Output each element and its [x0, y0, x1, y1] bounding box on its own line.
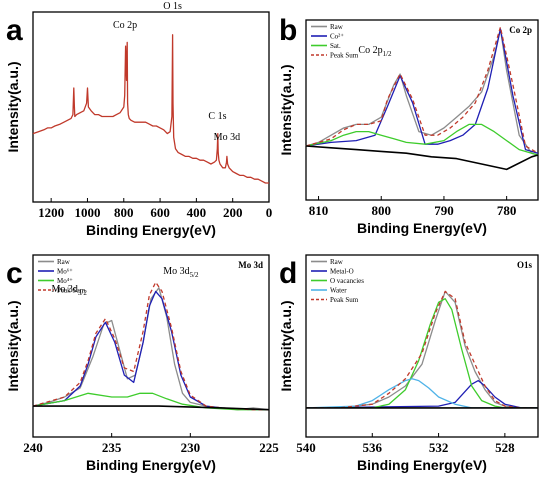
- peak-annotation: O 1s: [163, 1, 182, 12]
- x-tick-label: 540: [296, 440, 316, 455]
- series-line-raw: [32, 287, 270, 411]
- legend-label: Metal-O: [330, 268, 354, 276]
- panel-c: c 240 235 230 225 Binding Energy(eV) Intensity…: [5, 254, 279, 473]
- series-line-raw: [305, 28, 539, 156]
- x-tick-label: 200: [223, 205, 243, 220]
- y-axis-label: Intensity(a.u.): [5, 300, 21, 391]
- x-tick-label: 600: [150, 205, 170, 220]
- x-tick-label: 225: [259, 440, 279, 455]
- series-line-o-vacancies: [306, 298, 538, 409]
- legend-label: Raw: [57, 258, 71, 266]
- x-tick-label: 800: [114, 205, 134, 220]
- series-line-peak-sum: [306, 290, 538, 409]
- panel-letter: c: [6, 257, 23, 290]
- panel-letter: a: [6, 14, 23, 47]
- series-line-mo: [32, 392, 269, 411]
- panel-title: O1s: [517, 260, 533, 270]
- x-tick-label: 528: [495, 440, 515, 455]
- x-tick-label: 230: [181, 440, 201, 455]
- legend-label: Peak Sum: [330, 52, 359, 60]
- background-line: [33, 405, 270, 411]
- annotation-subscript: 1/2: [383, 50, 392, 58]
- panel-d: d 540 536 532 528 Binding Energy(eV) Intensity…: [278, 254, 539, 473]
- x-axis-label: Binding Energy(eV): [86, 457, 216, 473]
- x-tick-label: 1200: [38, 205, 64, 220]
- series-line-raw: [306, 290, 538, 409]
- legend-label: Mo⁶⁺: [57, 268, 73, 276]
- panel-title: Mo 3d: [238, 260, 263, 270]
- x-tick-label: 790: [434, 203, 454, 218]
- panel-b: b 810 800 790 780 Binding Energy(eV) Intensity…: [278, 14, 539, 236]
- x-axis-label: Binding Energy(eV): [86, 222, 216, 238]
- panel-title: Co 2p: [509, 25, 532, 35]
- plot-frame: [32, 254, 270, 438]
- x-tick-label: 532: [429, 440, 449, 455]
- series-line-metal-o: [305, 379, 538, 409]
- peak-annotation: Mo 3d: [214, 132, 240, 143]
- series-line-peak-sum: [32, 281, 269, 411]
- series-line-mo: [32, 290, 269, 411]
- x-tick-label: 800: [371, 203, 391, 218]
- series-line-sat: [305, 123, 539, 156]
- x-tick-label: 240: [23, 440, 43, 455]
- series-line-peak-sum: [305, 26, 539, 154]
- peak-annotation: C 1s: [208, 111, 226, 122]
- legend-label: Raw: [330, 258, 344, 266]
- x-axis-label: Binding Energy(eV): [357, 220, 487, 236]
- x-axis-label: Binding Energy(eV): [357, 457, 487, 473]
- x-tick-label: 536: [363, 440, 383, 455]
- legend-label: Peak Sum: [330, 296, 359, 304]
- legend-label: Mo⁴⁺: [57, 277, 73, 285]
- panel-a: a 1200 1000 800 600 400 200 0 Binding Energy(eV)…: [5, 1, 272, 238]
- background-line: [32, 34, 269, 184]
- plot-frame: [305, 254, 539, 438]
- panel-letter: b: [279, 14, 297, 47]
- legend-label: Peak Sum: [57, 287, 86, 295]
- y-axis-label: Intensity(a.u.): [278, 300, 294, 391]
- x-tick-label: 400: [187, 205, 207, 220]
- x-tick-label: 0: [266, 205, 273, 220]
- plot-frame: [32, 11, 270, 203]
- legend-label: Raw: [330, 23, 344, 31]
- x-tick-label: 810: [309, 203, 329, 218]
- peak-annotation: Mo 3d5/2: [163, 266, 199, 279]
- peak-annotation: Co 2p1/2: [358, 45, 392, 58]
- annotation-subscript: 3/2: [78, 289, 87, 297]
- x-tick-label: 235: [102, 440, 122, 455]
- legend-label: O vacancies: [330, 277, 364, 285]
- peak-annotation: Co 2p: [113, 20, 137, 31]
- legend-label: Sat.: [330, 42, 341, 50]
- plot-frame: [305, 19, 539, 201]
- panel-letter: d: [279, 257, 297, 290]
- annotation-subscript: 5/2: [190, 271, 199, 279]
- x-tick-label: 780: [497, 203, 517, 218]
- x-tick-label: 1000: [74, 205, 100, 220]
- y-axis-label: Intensity(a.u.): [278, 64, 294, 155]
- legend-label: Water: [330, 287, 347, 295]
- legend-label: Co²⁺: [330, 33, 344, 41]
- background-line: [305, 145, 539, 171]
- series-line-co: [305, 28, 539, 154]
- y-axis-label: Intensity(a.u.): [5, 61, 21, 152]
